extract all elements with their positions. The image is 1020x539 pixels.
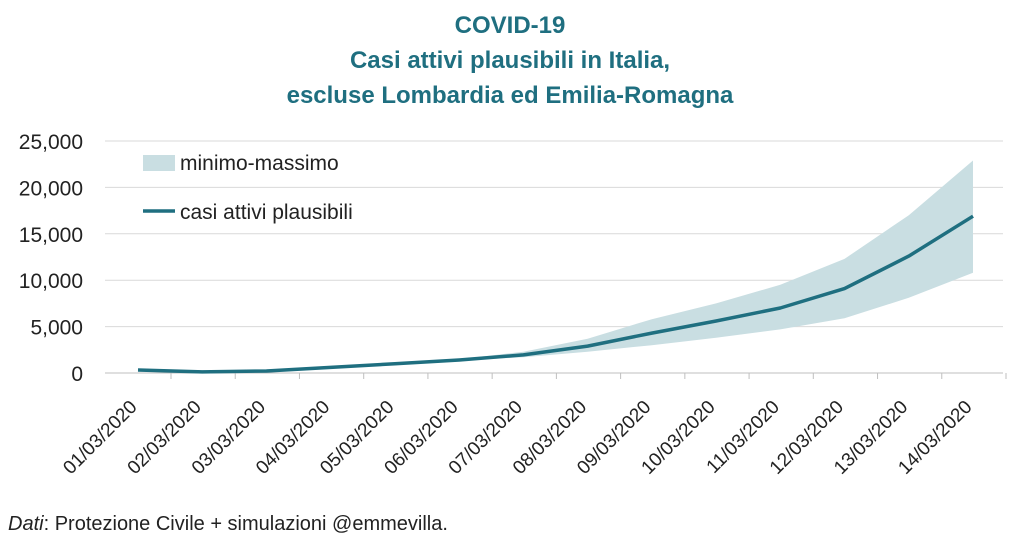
title-line-3: escluse Lombardia ed Emilia-Romagna (286, 82, 734, 109)
legend-label-minimo-massimo: minimo-massimo (180, 152, 339, 175)
y-tick-label: 25,000 (19, 131, 83, 154)
line-casi-attivi-plausibili (137, 214, 974, 374)
y-tick-label: 5,000 (30, 317, 83, 340)
source-text: : Protezione Civile + simulazioni @emmev… (43, 513, 448, 535)
y-tick-label: 20,000 (19, 177, 83, 200)
y-tick-label: 0 (71, 363, 83, 386)
source-note: Dati: Protezione Civile + simulazioni @e… (8, 513, 448, 536)
legend-swatch-minimo-massimo (143, 155, 175, 171)
source-label: Dati (8, 513, 44, 535)
chart-title: COVID-19 Casi attivi plausibili in Itali… (0, 8, 1020, 113)
title-line-1: COVID-19 (454, 12, 566, 39)
band-area-minimo-massimo (138, 160, 973, 372)
y-tick-label: 15,000 (19, 224, 83, 247)
legend-label-casi-attivi: casi attivi plausibili (180, 201, 353, 224)
title-line-2: Casi attivi plausibili in Italia, (349, 47, 671, 74)
y-tick-label: 10,000 (19, 270, 83, 293)
